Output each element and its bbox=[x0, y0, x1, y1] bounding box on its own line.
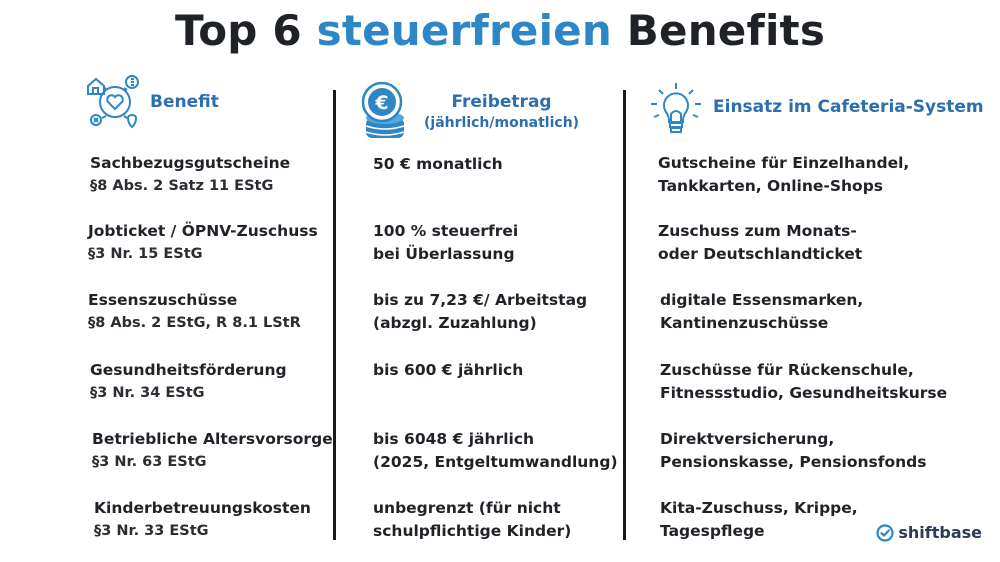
benefit-name: Betriebliche Altersvorsorge bbox=[92, 430, 333, 448]
use-line-2: Tagespflege bbox=[660, 522, 765, 540]
row-4-amount: bis 600 € jährlich bbox=[373, 359, 523, 382]
use-line-1: digitale Essensmarken, bbox=[660, 291, 864, 309]
row-2-amount: 100 % steuerfrei bei Überlassung bbox=[373, 220, 518, 266]
row-1-use: Gutscheine für Einzelhandel, Tankkarten,… bbox=[658, 152, 909, 198]
row-5-use: Direktversicherung, Pensionskasse, Pensi… bbox=[660, 428, 926, 474]
row-2-use: Zuschuss zum Monats- oder Deutschlandtic… bbox=[658, 220, 862, 266]
amount-line-1: 100 % steuerfrei bbox=[373, 222, 519, 240]
amount-line-2: (2025, Entgeltumwandlung) bbox=[373, 453, 618, 471]
brand-logo: shiftbase bbox=[876, 523, 982, 542]
row-6-benefit: Kinderbetreuungskosten §3 Nr. 33 EStG bbox=[94, 497, 311, 543]
benefit-law: §3 Nr. 15 EStG bbox=[88, 246, 203, 262]
column-divider-1 bbox=[333, 90, 336, 540]
row-3-use: digitale Essensmarken, Kantinenzuschüsse bbox=[660, 289, 863, 335]
benefit-name: Kinderbetreuungskosten bbox=[94, 499, 311, 517]
title-accent: steuerfreien bbox=[316, 6, 612, 55]
amount-line-1: bis 6048 € jährlich bbox=[373, 430, 535, 448]
amount-line-1: bis 600 € jährlich bbox=[373, 361, 524, 379]
amount-line-2: bei Überlassung bbox=[373, 245, 515, 263]
header-freibetrag-sub: (jährlich/monatlich) bbox=[424, 114, 580, 131]
row-3-benefit: Essenszuschüsse §8 Abs. 2 EStG, R 8.1 LS… bbox=[88, 289, 301, 335]
amount-line-1: unbegrenzt (für nicht bbox=[373, 499, 561, 517]
row-6-use: Kita-Zuschuss, Krippe, Tagespflege bbox=[660, 497, 858, 543]
header-freibetrag: € Freibetrag (jährlich/monatlich) bbox=[358, 80, 579, 142]
column-divider-2 bbox=[623, 90, 626, 540]
benefit-law: §8 Abs. 2 EStG, R 8.1 LStR bbox=[88, 315, 301, 331]
benefit-law: §3 Nr. 63 EStG bbox=[92, 454, 207, 470]
row-1-benefit: Sachbezugsgutscheine §8 Abs. 2 Satz 11 E… bbox=[90, 152, 290, 198]
amount-line-1: 50 € monatlich bbox=[373, 155, 503, 173]
header-benefit-label: Benefit bbox=[150, 92, 219, 112]
header-einsatz-label: Einsatz im Cafeteria-System bbox=[713, 97, 984, 117]
row-5-benefit: Betriebliche Altersvorsorge §3 Nr. 63 ES… bbox=[92, 428, 333, 474]
benefit-law: §3 Nr. 34 EStG bbox=[90, 385, 205, 401]
amount-line-1: bis zu 7,23 €/ Arbeitstag bbox=[373, 291, 588, 309]
use-line-2: Kantinenzuschüsse bbox=[660, 314, 829, 332]
shiftbase-check-icon bbox=[876, 523, 894, 542]
lightbulb-icon bbox=[645, 80, 707, 142]
page-title: Top 6 steuerfreien Benefits bbox=[174, 6, 826, 55]
brand-name: shiftbase bbox=[898, 523, 982, 542]
use-line-2: oder Deutschlandticket bbox=[658, 245, 863, 263]
benefit-law: §8 Abs. 2 Satz 11 EStG bbox=[90, 178, 274, 194]
header-benefit: Benefit bbox=[84, 74, 219, 130]
row-6-amount: unbegrenzt (für nicht schulpflichtige Ki… bbox=[373, 497, 571, 543]
use-line-1: Zuschuss zum Monats- bbox=[658, 222, 857, 240]
benefit-name: Sachbezugsgutscheine bbox=[90, 154, 291, 172]
heart-benefits-icon bbox=[84, 74, 146, 130]
row-2-benefit: Jobticket / ÖPNV-Zuschuss §3 Nr. 15 EStG bbox=[88, 220, 318, 266]
benefit-law: §3 Nr. 33 EStG bbox=[94, 523, 209, 539]
use-line-1: Kita-Zuschuss, Krippe, bbox=[660, 499, 858, 517]
header-einsatz: Einsatz im Cafeteria-System bbox=[645, 80, 984, 142]
benefit-name: Jobticket / ÖPNV-Zuschuss bbox=[88, 222, 318, 240]
row-1-amount: 50 € monatlich bbox=[373, 153, 503, 176]
use-line-1: Zuschüsse für Rückenschule, bbox=[660, 361, 914, 379]
use-line-2: Pensionskasse, Pensionsfonds bbox=[660, 453, 927, 471]
use-line-2: Tankkarten, Online-Shops bbox=[658, 177, 884, 195]
row-4-use: Zuschüsse für Rückenschule, Fitnessstudi… bbox=[660, 359, 947, 405]
header-freibetrag-label: Freibetrag bbox=[451, 91, 552, 112]
row-4-benefit: Gesundheitsförderung §3 Nr. 34 EStG bbox=[90, 359, 287, 405]
benefit-name: Gesundheitsförderung bbox=[90, 361, 287, 379]
use-line-2: Fitnessstudio, Gesundheitskurse bbox=[660, 384, 948, 402]
amount-line-2: schulpflichtige Kinder) bbox=[373, 522, 572, 540]
row-3-amount: bis zu 7,23 €/ Arbeitstag (abzgl. Zuzahl… bbox=[373, 289, 587, 335]
benefit-name: Essenszuschüsse bbox=[88, 291, 238, 309]
svg-text:€: € bbox=[374, 92, 388, 114]
use-line-1: Direktversicherung, bbox=[660, 430, 835, 448]
amount-line-2: (abzgl. Zuzahlung) bbox=[373, 314, 537, 332]
use-line-1: Gutscheine für Einzelhandel, bbox=[658, 154, 910, 172]
euro-coins-icon: € bbox=[358, 80, 412, 142]
row-5-amount: bis 6048 € jährlich (2025, Entgeltumwand… bbox=[373, 428, 618, 474]
